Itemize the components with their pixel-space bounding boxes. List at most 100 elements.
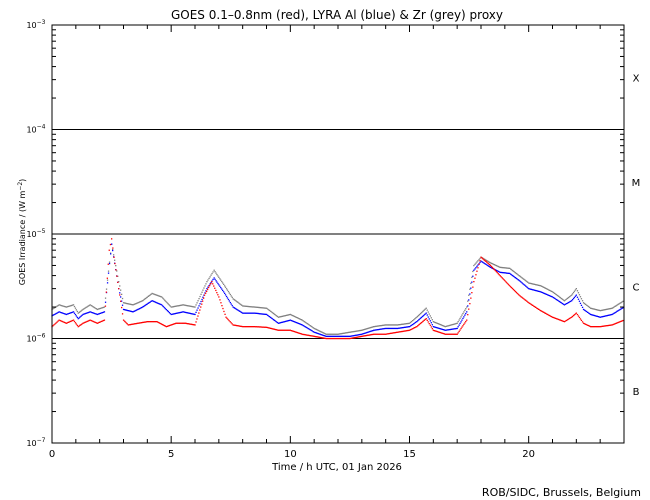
data-point [573, 314, 576, 316]
data-point [216, 273, 218, 276]
data-point [337, 335, 339, 337]
data-point [562, 299, 565, 301]
data-point [129, 303, 131, 305]
data-point [84, 307, 86, 309]
data-point [583, 309, 586, 311]
data-point [456, 327, 458, 330]
data-point [454, 328, 456, 330]
data-point [142, 299, 145, 301]
data-point [548, 295, 551, 297]
data-point [173, 305, 175, 308]
data-point [519, 280, 521, 282]
data-point [224, 313, 226, 315]
data-point [464, 314, 466, 316]
data-point [196, 302, 198, 304]
data-point [534, 283, 536, 285]
data-point [507, 272, 509, 274]
data-point [98, 321, 100, 323]
data-point [424, 318, 426, 321]
data-point [479, 260, 481, 262]
data-point [129, 310, 131, 312]
data-point [174, 305, 176, 307]
data-point [489, 266, 492, 268]
data-point [581, 321, 584, 323]
data-point [513, 276, 516, 278]
data-point [385, 324, 387, 326]
data-point [230, 322, 232, 324]
data-point [55, 306, 57, 308]
data-point [499, 275, 501, 277]
data-point [532, 289, 534, 291]
data-point [462, 312, 464, 315]
data-point [325, 337, 327, 340]
data-point [273, 313, 276, 315]
data-point [144, 297, 147, 300]
data-point [414, 327, 416, 329]
data-point [164, 308, 167, 310]
data-point [206, 290, 208, 292]
data-point [324, 333, 326, 335]
data-point [410, 328, 413, 330]
data-point [180, 311, 182, 313]
data-point [341, 332, 343, 335]
data-point [227, 298, 230, 301]
data-point [352, 331, 354, 333]
data-point [610, 324, 612, 326]
data-point [54, 313, 56, 315]
data-point [620, 320, 622, 322]
data-point [84, 321, 86, 323]
data-point [431, 328, 433, 330]
data-point [202, 300, 204, 302]
data-point [337, 337, 339, 340]
data-point [112, 249, 114, 252]
data-point [282, 315, 285, 317]
data-point [455, 322, 457, 325]
data-point [303, 320, 305, 323]
data-point [286, 329, 289, 331]
data-point [599, 316, 601, 318]
data-point [405, 323, 408, 325]
data-point [455, 327, 457, 330]
data-point [582, 302, 585, 304]
data-point [98, 313, 100, 315]
data-point [176, 322, 178, 324]
data-point [533, 289, 535, 291]
data-point [560, 297, 563, 300]
data-point [292, 320, 294, 322]
data-point [521, 296, 523, 299]
data-point [523, 298, 525, 300]
data-point [186, 312, 188, 314]
data-point [555, 299, 558, 301]
data-point [219, 278, 221, 280]
data-point [389, 327, 391, 330]
data-point [404, 323, 407, 325]
data-point [205, 283, 207, 285]
data-point [72, 304, 75, 306]
data-point [439, 328, 441, 330]
data-point [336, 337, 338, 340]
data-point [95, 322, 97, 324]
data-point [365, 335, 367, 337]
data-point [296, 317, 298, 319]
data-point [258, 306, 260, 309]
data-point [410, 320, 413, 323]
data-point [70, 304, 73, 307]
data-point [445, 333, 447, 335]
data-point [580, 319, 583, 321]
data-point [107, 270, 110, 272]
data-point [483, 262, 485, 264]
data-point [306, 327, 308, 329]
data-point [209, 276, 211, 278]
data-point [447, 325, 449, 327]
data-point [607, 324, 609, 327]
data-point [110, 253, 112, 255]
data-point [481, 257, 483, 259]
data-point [335, 337, 337, 340]
data-point [65, 322, 67, 324]
data-point [347, 331, 349, 334]
data-point [349, 337, 351, 340]
data-point [233, 307, 235, 309]
data-point [259, 313, 262, 315]
data-point [417, 315, 419, 317]
data-point [449, 328, 451, 331]
